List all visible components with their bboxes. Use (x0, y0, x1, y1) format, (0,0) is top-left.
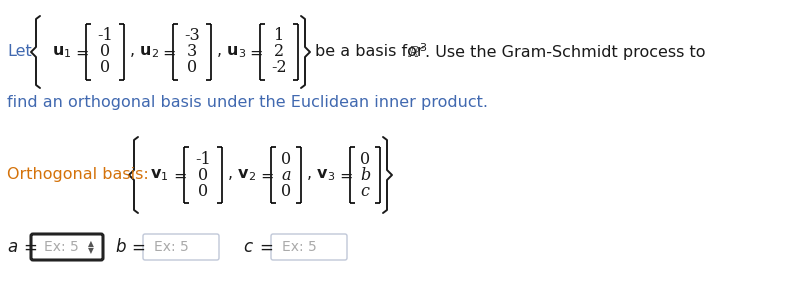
Text: . Use the Gram-Schmidt process to: . Use the Gram-Schmidt process to (425, 44, 705, 60)
Text: $\mathbf{v}_1$: $\mathbf{v}_1$ (150, 167, 168, 183)
Text: $=$: $=$ (246, 44, 263, 60)
Text: $=$: $=$ (256, 238, 273, 256)
Text: 0: 0 (187, 60, 197, 76)
Text: $=$: $=$ (159, 44, 176, 60)
Text: 0: 0 (198, 182, 208, 200)
Text: $=$: $=$ (20, 238, 37, 256)
Text: $,\,\mathbf{v}_2$: $,\,\mathbf{v}_2$ (227, 167, 256, 183)
Text: $\mathbf{u}_1$: $\mathbf{u}_1$ (52, 44, 72, 60)
Text: $=$: $=$ (257, 167, 274, 182)
Text: Ex: 5: Ex: 5 (282, 240, 317, 254)
Text: find an orthogonal basis under the Euclidean inner product.: find an orthogonal basis under the Eucli… (7, 96, 488, 110)
Text: b: b (359, 167, 370, 183)
Text: -1: -1 (195, 151, 211, 167)
Text: 0: 0 (198, 167, 208, 183)
Text: 2: 2 (274, 44, 284, 60)
Text: $c$: $c$ (243, 239, 254, 255)
Text: Ex: 5: Ex: 5 (44, 240, 79, 254)
Text: 0: 0 (281, 151, 291, 167)
FancyBboxPatch shape (31, 234, 103, 260)
Text: 0: 0 (100, 60, 110, 76)
Text: $,\,\mathbf{u}_2$: $,\,\mathbf{u}_2$ (129, 44, 160, 60)
Text: $,\,\mathbf{v}_3$: $,\,\mathbf{v}_3$ (306, 167, 335, 183)
FancyBboxPatch shape (143, 234, 219, 260)
Text: $,\,\mathbf{u}_3$: $,\,\mathbf{u}_3$ (216, 44, 247, 60)
Text: Let: Let (7, 44, 31, 60)
Text: $=$: $=$ (128, 238, 145, 256)
Text: $=$: $=$ (170, 167, 187, 182)
Text: 1: 1 (274, 28, 285, 44)
Text: -1: -1 (98, 28, 113, 44)
Text: ▲: ▲ (88, 239, 94, 248)
Text: Orthogonal basis:: Orthogonal basis: (7, 167, 149, 182)
Text: -2: -2 (271, 60, 287, 76)
Text: $=$: $=$ (336, 167, 353, 182)
Text: $\mathbb{R}^3$: $\mathbb{R}^3$ (407, 43, 427, 61)
FancyBboxPatch shape (271, 234, 347, 260)
Text: be a basis for: be a basis for (315, 44, 429, 60)
Text: -3: -3 (184, 28, 200, 44)
Text: a: a (281, 167, 291, 183)
Text: 3: 3 (187, 44, 197, 60)
Text: $b$: $b$ (115, 238, 127, 256)
Text: $=$: $=$ (72, 44, 89, 60)
Text: c: c (360, 182, 369, 200)
Text: Ex: 5: Ex: 5 (154, 240, 189, 254)
Text: 0: 0 (281, 182, 291, 200)
Text: $a$: $a$ (7, 239, 18, 255)
Text: 0: 0 (360, 151, 370, 167)
Text: ▼: ▼ (88, 246, 94, 255)
Text: 0: 0 (100, 44, 110, 60)
